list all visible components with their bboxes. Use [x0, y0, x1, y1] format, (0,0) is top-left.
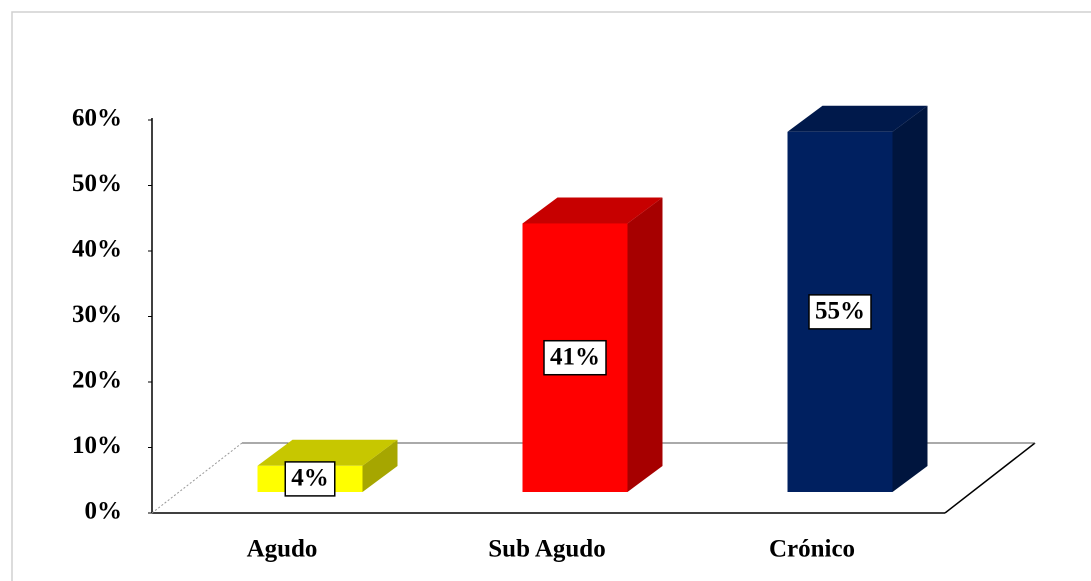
bar-top — [787, 105, 928, 132]
data-label-box — [284, 461, 336, 497]
y-tick-label: 20% — [72, 367, 122, 394]
y-tick-label: 60% — [72, 105, 122, 132]
bar-side — [627, 197, 663, 492]
y-tick-label: 40% — [72, 236, 122, 263]
data-label-box — [543, 339, 607, 376]
data-label: 55% — [815, 298, 865, 325]
bar-side — [362, 439, 398, 492]
data-label: 41% — [550, 343, 600, 370]
data-label-box — [808, 294, 872, 330]
y-tick-label: 30% — [72, 301, 122, 328]
bar-top — [522, 197, 663, 224]
x-tick-label: Crónico — [769, 536, 855, 563]
data-label: 4% — [291, 465, 329, 492]
y-tick-label: 50% — [72, 170, 122, 197]
y-tick-label: 0% — [85, 498, 123, 525]
floor-right — [944, 442, 1036, 514]
bar-top — [257, 439, 398, 466]
bar-side — [892, 105, 928, 492]
x-tick-label: Agudo — [247, 536, 318, 563]
chart-border — [11, 11, 1091, 581]
y-tick-label: 10% — [72, 432, 122, 459]
floor-left — [151, 442, 243, 514]
x-tick-label: Sub Agudo — [488, 536, 605, 563]
